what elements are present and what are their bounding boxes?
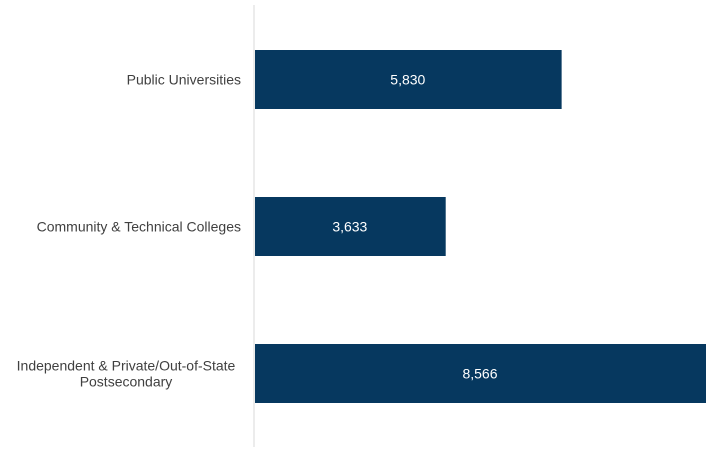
bar-2 <box>255 344 706 403</box>
category-label-0: Public Universities <box>127 72 241 88</box>
category-label-line: Community & Technical Colleges <box>37 219 241 235</box>
bar-0 <box>255 50 562 109</box>
category-label-line: Public Universities <box>127 72 241 88</box>
category-label-2: Independent & Private/Out-of-State Postse… <box>17 358 236 390</box>
category-label-line: Independent & Private/Out-of-State <box>17 358 236 374</box>
bar-value-label-2: 8,566 <box>462 366 497 382</box>
bar-value-label-1: 3,633 <box>332 219 367 235</box>
labels-group: 5,830 Public Universities 3,633 Community &… <box>17 72 498 390</box>
bar-1 <box>255 197 446 256</box>
bar-value-label-0: 5,830 <box>390 72 425 88</box>
bars-group <box>255 50 706 403</box>
category-label-1: Community & Technical Colleges <box>37 219 241 235</box>
category-label-line: Postsecondary <box>80 374 173 390</box>
